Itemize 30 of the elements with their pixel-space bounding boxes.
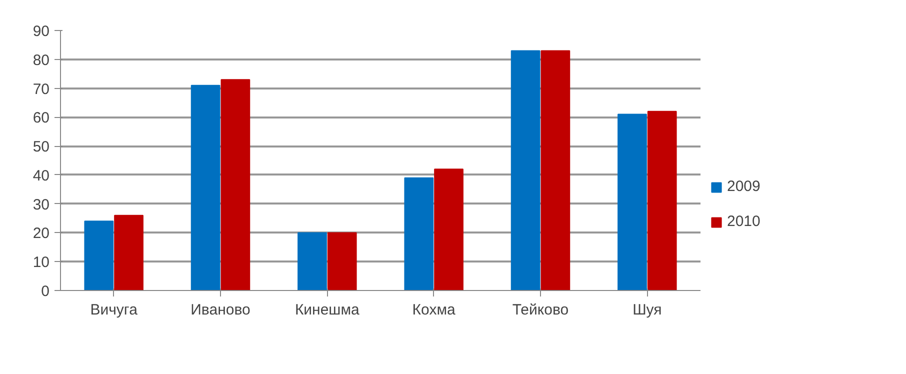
- y-tick-label: 0: [41, 283, 50, 300]
- legend-label: 2009: [727, 178, 760, 195]
- bar: [327, 232, 357, 290]
- y-tick-label: 80: [32, 52, 50, 69]
- y-tick-label: 90: [32, 23, 50, 40]
- bar: [220, 79, 250, 290]
- bar: [510, 50, 540, 290]
- y-tick-label: 10: [32, 254, 50, 272]
- bar: [114, 214, 144, 290]
- bar: [298, 232, 327, 290]
- x-tick-label: Шуя: [632, 302, 662, 318]
- y-tick-label: 40: [32, 167, 50, 184]
- bar: [190, 84, 220, 290]
- x-tick-label: Тейково: [512, 302, 569, 318]
- y-tick-label: 50: [32, 138, 50, 156]
- x-tick-label: Вичуга: [90, 302, 138, 318]
- x-tick-label: Кохма: [412, 302, 456, 318]
- y-tick-label: 70: [32, 80, 50, 98]
- bar: [540, 50, 570, 290]
- x-tick-label: Кинешма: [294, 302, 360, 318]
- bar: [647, 110, 677, 290]
- y-tick-label: 30: [32, 196, 50, 214]
- legend-label: 2010: [727, 213, 760, 230]
- bar: [84, 220, 114, 290]
- bar: [404, 177, 434, 290]
- y-tick-label: 60: [32, 110, 50, 127]
- bar: [618, 114, 647, 290]
- y-tick-label: 20: [32, 225, 50, 242]
- bar: [434, 168, 464, 290]
- x-tick-label: Иваново: [190, 302, 250, 318]
